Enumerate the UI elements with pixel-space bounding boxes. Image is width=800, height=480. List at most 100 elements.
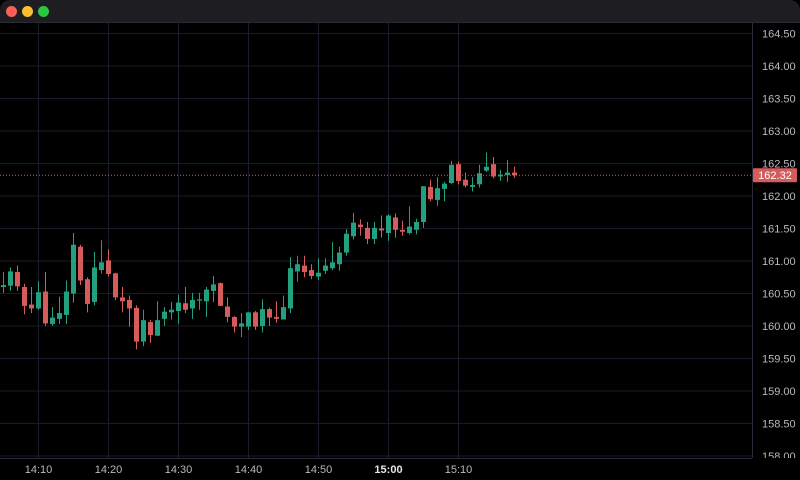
y-tick-label: 164.00 bbox=[762, 61, 796, 73]
candle[interactable] bbox=[379, 215, 384, 238]
candle-body bbox=[64, 291, 69, 315]
candle[interactable] bbox=[50, 307, 55, 326]
candle-body bbox=[134, 307, 139, 342]
candle[interactable] bbox=[274, 301, 279, 323]
candle[interactable] bbox=[155, 301, 160, 336]
x-tick-label: 15:00 bbox=[374, 464, 402, 476]
candle[interactable] bbox=[442, 181, 447, 202]
candle[interactable] bbox=[400, 220, 405, 236]
candle[interactable] bbox=[456, 161, 461, 185]
candle[interactable] bbox=[316, 258, 321, 280]
candle[interactable] bbox=[484, 152, 489, 172]
x-tick-label: 15:10 bbox=[445, 464, 473, 476]
candle[interactable] bbox=[449, 160, 454, 185]
candle[interactable] bbox=[134, 305, 139, 350]
candle[interactable] bbox=[29, 287, 34, 313]
candle[interactable] bbox=[169, 301, 174, 320]
candle[interactable] bbox=[64, 280, 69, 325]
candle[interactable] bbox=[176, 294, 181, 325]
candle[interactable] bbox=[57, 296, 62, 325]
candle[interactable] bbox=[22, 283, 27, 315]
candle[interactable] bbox=[260, 299, 265, 333]
candle-body bbox=[407, 226, 412, 234]
candle[interactable] bbox=[330, 242, 335, 271]
candle-body bbox=[113, 273, 118, 298]
candle[interactable] bbox=[421, 186, 426, 228]
close-window-button[interactable] bbox=[6, 6, 17, 17]
candle[interactable] bbox=[358, 219, 363, 236]
candle[interactable] bbox=[372, 222, 377, 245]
candle-body bbox=[484, 166, 489, 171]
candle[interactable] bbox=[512, 166, 517, 178]
candle-body bbox=[127, 300, 132, 309]
candle-body bbox=[386, 215, 391, 234]
candle[interactable] bbox=[92, 251, 97, 306]
candle[interactable] bbox=[190, 292, 195, 319]
grid bbox=[0, 22, 752, 458]
candle-body bbox=[414, 222, 419, 230]
minimize-window-button[interactable] bbox=[22, 6, 33, 17]
candle-body bbox=[78, 246, 83, 281]
candle[interactable] bbox=[232, 316, 237, 333]
candle[interactable] bbox=[1, 272, 6, 293]
candle[interactable] bbox=[162, 307, 167, 326]
candle[interactable] bbox=[477, 164, 482, 188]
candle[interactable] bbox=[386, 214, 391, 241]
candle[interactable] bbox=[351, 212, 356, 240]
candle[interactable] bbox=[99, 240, 104, 274]
candle[interactable] bbox=[211, 275, 216, 302]
candle[interactable] bbox=[267, 307, 272, 326]
candle[interactable] bbox=[435, 177, 440, 206]
candle-body bbox=[428, 186, 433, 200]
candle[interactable] bbox=[197, 292, 202, 310]
candle[interactable] bbox=[407, 206, 412, 235]
candle[interactable] bbox=[288, 257, 293, 313]
zoom-window-button[interactable] bbox=[38, 6, 49, 17]
candle[interactable] bbox=[491, 157, 496, 179]
candle[interactable] bbox=[148, 320, 153, 343]
candle[interactable] bbox=[470, 177, 475, 192]
candle-body bbox=[106, 260, 111, 274]
candle[interactable] bbox=[365, 222, 370, 245]
candle[interactable] bbox=[8, 267, 13, 291]
candle-body bbox=[274, 316, 279, 319]
x-tick-label: 14:50 bbox=[305, 464, 333, 476]
candle-body bbox=[85, 279, 90, 304]
candle[interactable] bbox=[15, 265, 20, 291]
candle[interactable] bbox=[302, 255, 307, 278]
candle[interactable] bbox=[295, 255, 300, 282]
candle[interactable] bbox=[505, 160, 510, 182]
candle[interactable] bbox=[309, 264, 314, 280]
candle[interactable] bbox=[204, 287, 209, 317]
candle[interactable] bbox=[344, 229, 349, 256]
y-tick-label: 162.50 bbox=[762, 159, 796, 171]
candle[interactable] bbox=[120, 287, 125, 313]
candle[interactable] bbox=[414, 218, 419, 235]
candle[interactable] bbox=[141, 309, 146, 347]
candle[interactable] bbox=[78, 244, 83, 286]
candle-body bbox=[309, 270, 314, 276]
candle[interactable] bbox=[498, 170, 503, 182]
candle[interactable] bbox=[106, 249, 111, 277]
candle[interactable] bbox=[323, 258, 328, 274]
candle[interactable] bbox=[246, 312, 251, 330]
candle[interactable] bbox=[71, 233, 76, 303]
candle-body bbox=[477, 173, 482, 185]
candle[interactable] bbox=[218, 282, 223, 306]
candle-body bbox=[176, 302, 181, 312]
candle[interactable] bbox=[85, 277, 90, 313]
candle[interactable] bbox=[36, 281, 41, 310]
candle[interactable] bbox=[253, 311, 258, 330]
candle[interactable] bbox=[113, 272, 118, 300]
candle[interactable] bbox=[225, 297, 230, 323]
candle[interactable] bbox=[127, 295, 132, 327]
candle[interactable] bbox=[281, 295, 286, 320]
candle[interactable] bbox=[183, 287, 188, 313]
candle[interactable] bbox=[239, 313, 244, 338]
candle[interactable] bbox=[337, 246, 342, 271]
candle-body bbox=[246, 312, 251, 327]
candle[interactable] bbox=[393, 213, 398, 238]
candle[interactable] bbox=[43, 272, 48, 326]
candle[interactable] bbox=[428, 179, 433, 202]
